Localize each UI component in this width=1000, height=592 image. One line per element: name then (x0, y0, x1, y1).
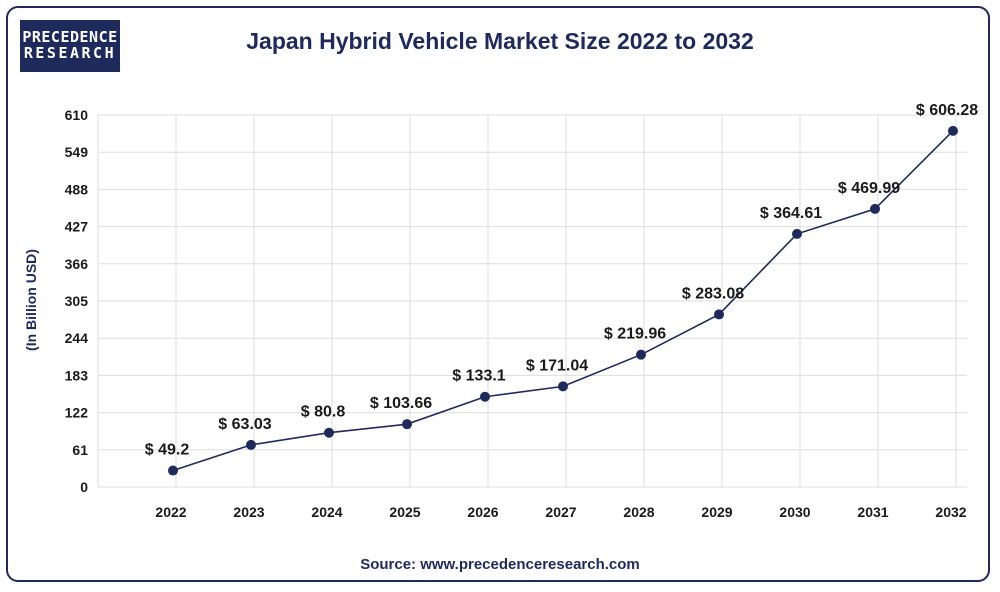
chart-frame (6, 6, 990, 582)
data-label: $ 171.04 (526, 357, 588, 374)
y-tick-label: 244 (65, 330, 89, 346)
x-tick-label: 2032 (935, 504, 966, 520)
data-labels: $ 49.2 $ 63.03 $ 80.8 $ 103.66 $ 133.1 $ 171.… (145, 102, 978, 459)
x-tick-label: 2030 (779, 504, 810, 520)
x-tick-label: 2028 (623, 504, 654, 520)
x-tick-label: 2023 (233, 504, 264, 520)
data-label: $ 364.61 (760, 205, 822, 222)
y-tick-label: 0 (80, 479, 88, 495)
y-tick-label: 366 (65, 256, 89, 272)
data-label: $ 606.28 (916, 102, 978, 119)
data-point (636, 349, 646, 360)
x-tick-label: 2031 (857, 504, 888, 520)
y-tick-label: 61 (72, 442, 88, 458)
data-point (168, 465, 178, 476)
x-tick-label: 2029 (701, 504, 732, 520)
data-label: $ 219.96 (604, 326, 666, 343)
source-note: Source: www.precedenceresearch.com (360, 556, 640, 573)
data-label: $ 80.8 (301, 404, 346, 421)
data-points (168, 125, 958, 476)
data-point (558, 381, 568, 392)
grid-layer (97, 114, 967, 488)
x-axis-ticks: 2022 2023 2024 2025 2026 2027 2028 2029 2030 2031… (155, 504, 966, 520)
data-label: $ 469.99 (838, 180, 900, 197)
x-tick-label: 2027 (545, 504, 576, 520)
chart-title: Japan Hybrid Vehicle Market Size 2022 to… (246, 28, 754, 54)
data-label: $ 49.2 (145, 442, 190, 459)
data-point (480, 391, 490, 402)
data-label: $ 63.03 (218, 416, 271, 433)
data-label: $ 103.66 (370, 395, 432, 412)
y-tick-label: 549 (65, 144, 89, 160)
x-tick-label: 2026 (467, 504, 498, 520)
y-tick-label: 183 (65, 367, 89, 383)
y-tick-label: 610 (65, 107, 89, 123)
data-label: $ 283.08 (682, 285, 744, 302)
data-point (402, 419, 412, 430)
y-axis-label: (In Billion USD) (23, 249, 39, 351)
data-point (324, 427, 334, 438)
data-point (948, 125, 958, 136)
data-point (714, 309, 724, 320)
y-tick-label: 427 (65, 219, 89, 235)
logo-line-2: RESEARCH (23, 44, 117, 62)
x-tick-label: 2024 (311, 504, 342, 520)
y-tick-label: 122 (65, 405, 89, 421)
data-label: $ 133.1 (452, 368, 505, 385)
y-axis-ticks: 0 61 122 183 244 305 366 427 488 549 610 (65, 107, 89, 495)
data-point (870, 203, 880, 214)
x-tick-label: 2025 (389, 504, 420, 520)
data-point (246, 439, 256, 450)
y-tick-label: 305 (65, 293, 89, 309)
data-point (792, 228, 802, 239)
precedence-research-logo: PRECEDENCE RESEARCH (20, 20, 120, 72)
y-tick-label: 488 (65, 181, 89, 197)
x-tick-label: 2022 (155, 504, 186, 520)
logo-line-1: PRECEDENCE (22, 28, 118, 47)
